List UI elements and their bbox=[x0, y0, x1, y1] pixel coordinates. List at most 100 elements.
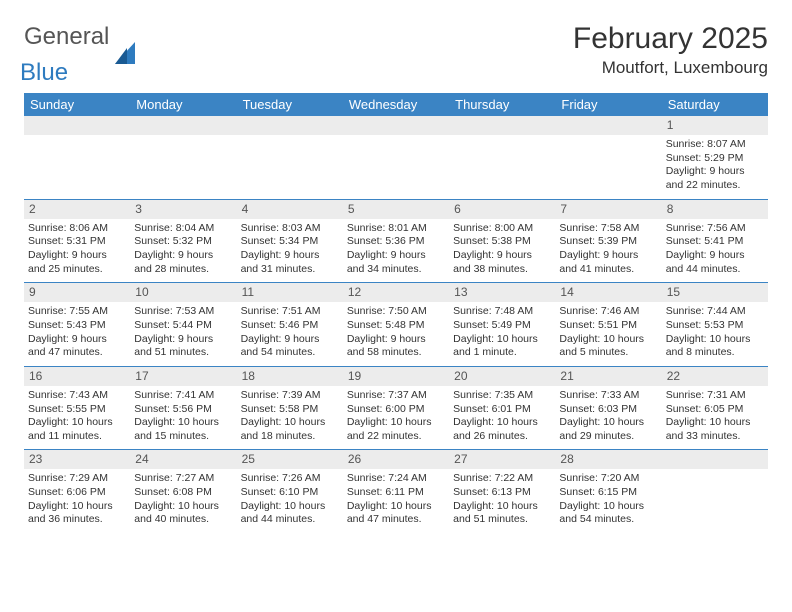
daylight-line-2: and 54 minutes. bbox=[241, 346, 339, 360]
day-number bbox=[449, 116, 555, 135]
day-cell: 8Sunrise: 7:56 AMSunset: 5:41 PMDaylight… bbox=[662, 200, 768, 283]
day-cell: 9Sunrise: 7:55 AMSunset: 5:43 PMDaylight… bbox=[24, 283, 130, 366]
day-number: 27 bbox=[449, 450, 555, 469]
day-number bbox=[343, 116, 449, 135]
sunrise-line: Sunrise: 8:01 AM bbox=[347, 222, 445, 236]
daylight-line-1: Daylight: 9 hours bbox=[666, 249, 764, 263]
daylight-line-2: and 34 minutes. bbox=[347, 263, 445, 277]
sunset-line: Sunset: 5:36 PM bbox=[347, 235, 445, 249]
sunset-line: Sunset: 6:15 PM bbox=[559, 486, 657, 500]
day-cell: 21Sunrise: 7:33 AMSunset: 6:03 PMDayligh… bbox=[555, 367, 661, 450]
daylight-line-1: Daylight: 10 hours bbox=[28, 500, 126, 514]
sunset-line: Sunset: 6:06 PM bbox=[28, 486, 126, 500]
page-header: General Blue February 2025 Moutfort, Lux… bbox=[24, 22, 768, 83]
brand-text-stack: General Blue bbox=[24, 26, 109, 83]
day-number: 6 bbox=[449, 200, 555, 219]
day-number: 1 bbox=[662, 116, 768, 135]
daylight-line-2: and 51 minutes. bbox=[134, 346, 232, 360]
sunrise-line: Sunrise: 7:58 AM bbox=[559, 222, 657, 236]
daylight-line-2: and 47 minutes. bbox=[28, 346, 126, 360]
day-cell: 24Sunrise: 7:27 AMSunset: 6:08 PMDayligh… bbox=[130, 450, 236, 533]
day-number bbox=[130, 116, 236, 135]
day-cell bbox=[343, 116, 449, 199]
weekday-header: Friday bbox=[555, 93, 661, 116]
sunset-line: Sunset: 6:13 PM bbox=[453, 486, 551, 500]
day-cell: 17Sunrise: 7:41 AMSunset: 5:56 PMDayligh… bbox=[130, 367, 236, 450]
sunset-line: Sunset: 5:38 PM bbox=[453, 235, 551, 249]
sunset-line: Sunset: 5:31 PM bbox=[28, 235, 126, 249]
week-row: 2Sunrise: 8:06 AMSunset: 5:31 PMDaylight… bbox=[24, 199, 768, 283]
day-cell: 12Sunrise: 7:50 AMSunset: 5:48 PMDayligh… bbox=[343, 283, 449, 366]
daylight-line-1: Daylight: 9 hours bbox=[347, 333, 445, 347]
day-number: 18 bbox=[237, 367, 343, 386]
day-number: 26 bbox=[343, 450, 449, 469]
daylight-line-2: and 51 minutes. bbox=[453, 513, 551, 527]
day-number: 28 bbox=[555, 450, 661, 469]
weekday-header: Wednesday bbox=[343, 93, 449, 116]
sunset-line: Sunset: 5:29 PM bbox=[666, 152, 764, 166]
calendar-grid: Sunday Monday Tuesday Wednesday Thursday… bbox=[24, 93, 768, 533]
day-cell bbox=[555, 116, 661, 199]
daylight-line-1: Daylight: 10 hours bbox=[559, 416, 657, 430]
day-cell: 11Sunrise: 7:51 AMSunset: 5:46 PMDayligh… bbox=[237, 283, 343, 366]
sunset-line: Sunset: 6:05 PM bbox=[666, 403, 764, 417]
sunset-line: Sunset: 6:01 PM bbox=[453, 403, 551, 417]
day-cell: 3Sunrise: 8:04 AMSunset: 5:32 PMDaylight… bbox=[130, 200, 236, 283]
day-number: 24 bbox=[130, 450, 236, 469]
day-cell: 1 Sunrise: 8:07 AMSunset: 5:29 PMDaylight… bbox=[662, 116, 768, 199]
day-number: 14 bbox=[555, 283, 661, 302]
day-cell: 26Sunrise: 7:24 AMSunset: 6:11 PMDayligh… bbox=[343, 450, 449, 533]
title-block: February 2025 Moutfort, Luxembourg bbox=[573, 22, 768, 78]
daylight-line-1: Daylight: 10 hours bbox=[666, 333, 764, 347]
weeks-container: 1Sunrise: 8:07 AMSunset: 5:29 PMDaylight… bbox=[24, 116, 768, 533]
week-row: 23Sunrise: 7:29 AMSunset: 6:06 PMDayligh… bbox=[24, 449, 768, 533]
daylight-line-1: Daylight: 9 hours bbox=[241, 249, 339, 263]
daylight-line-2: and 54 minutes. bbox=[559, 513, 657, 527]
daylight-line-2: and 1 minute. bbox=[453, 346, 551, 360]
sunset-line: Sunset: 6:03 PM bbox=[559, 403, 657, 417]
daylight-line-1: Daylight: 9 hours bbox=[666, 165, 764, 179]
daylight-line-2: and 36 minutes. bbox=[28, 513, 126, 527]
daylight-line-1: Daylight: 10 hours bbox=[28, 416, 126, 430]
sunset-line: Sunset: 6:10 PM bbox=[241, 486, 339, 500]
weekday-header: Tuesday bbox=[237, 93, 343, 116]
sunset-line: Sunset: 5:58 PM bbox=[241, 403, 339, 417]
daylight-line-1: Daylight: 9 hours bbox=[453, 249, 551, 263]
sunrise-line: Sunrise: 7:51 AM bbox=[241, 305, 339, 319]
sunrise-line: Sunrise: 8:03 AM bbox=[241, 222, 339, 236]
daylight-line-1: Daylight: 10 hours bbox=[453, 333, 551, 347]
sunrise-line: Sunrise: 8:07 AM bbox=[666, 138, 764, 152]
daylight-line-2: and 44 minutes. bbox=[666, 263, 764, 277]
day-number: 16 bbox=[24, 367, 130, 386]
daylight-line-1: Daylight: 9 hours bbox=[559, 249, 657, 263]
day-number: 25 bbox=[237, 450, 343, 469]
daylight-line-2: and 40 minutes. bbox=[134, 513, 232, 527]
sunset-line: Sunset: 6:08 PM bbox=[134, 486, 232, 500]
daylight-line-1: Daylight: 9 hours bbox=[28, 333, 126, 347]
day-cell: 10Sunrise: 7:53 AMSunset: 5:44 PMDayligh… bbox=[130, 283, 236, 366]
sunset-line: Sunset: 5:32 PM bbox=[134, 235, 232, 249]
daylight-line-2: and 28 minutes. bbox=[134, 263, 232, 277]
daylight-line-1: Daylight: 10 hours bbox=[453, 416, 551, 430]
day-number: 22 bbox=[662, 367, 768, 386]
sunrise-line: Sunrise: 7:27 AM bbox=[134, 472, 232, 486]
day-cell: 7Sunrise: 7:58 AMSunset: 5:39 PMDaylight… bbox=[555, 200, 661, 283]
day-number: 3 bbox=[130, 200, 236, 219]
day-number: 13 bbox=[449, 283, 555, 302]
day-number: 17 bbox=[130, 367, 236, 386]
weekday-header-row: Sunday Monday Tuesday Wednesday Thursday… bbox=[24, 93, 768, 116]
daylight-line-2: and 26 minutes. bbox=[453, 430, 551, 444]
daylight-line-2: and 22 minutes. bbox=[666, 179, 764, 193]
weekday-header: Sunday bbox=[24, 93, 130, 116]
day-number bbox=[555, 116, 661, 135]
brand-word-general: General bbox=[24, 26, 109, 48]
sunrise-line: Sunrise: 7:43 AM bbox=[28, 389, 126, 403]
sunset-line: Sunset: 5:49 PM bbox=[453, 319, 551, 333]
sunrise-line: Sunrise: 8:00 AM bbox=[453, 222, 551, 236]
daylight-line-1: Daylight: 10 hours bbox=[453, 500, 551, 514]
day-number: 8 bbox=[662, 200, 768, 219]
day-cell: 18Sunrise: 7:39 AMSunset: 5:58 PMDayligh… bbox=[237, 367, 343, 450]
daylight-line-1: Daylight: 10 hours bbox=[134, 416, 232, 430]
sunset-line: Sunset: 5:41 PM bbox=[666, 235, 764, 249]
sunrise-line: Sunrise: 8:04 AM bbox=[134, 222, 232, 236]
